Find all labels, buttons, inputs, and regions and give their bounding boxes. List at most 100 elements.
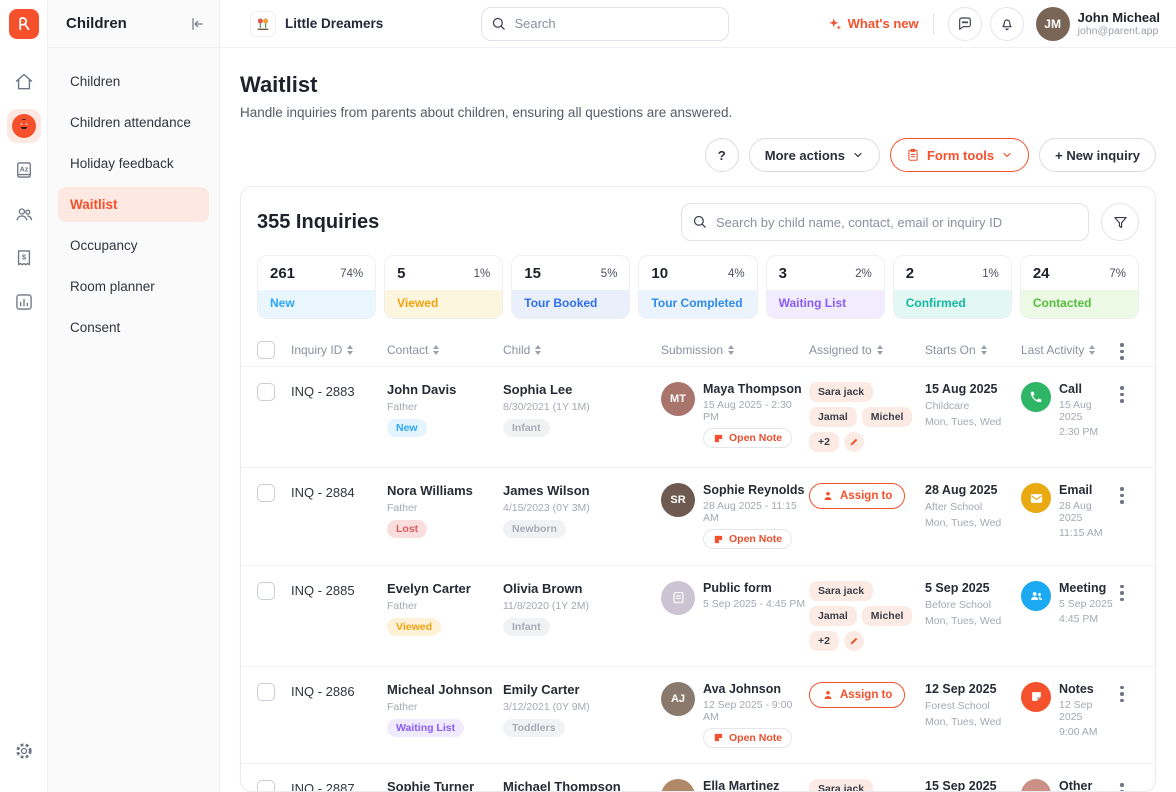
submission-datetime: 28 Aug 2025 - 11:15 AM — [703, 500, 797, 524]
column-header-assigned-to[interactable]: Assigned to — [809, 343, 925, 357]
row-checkbox[interactable] — [257, 581, 275, 600]
help-button[interactable]: ? — [704, 138, 739, 172]
sort-icon — [876, 344, 883, 355]
glossary-icon[interactable]: Az — [7, 153, 41, 187]
row-kebab-icon[interactable] — [1113, 382, 1131, 403]
submission-datetime: 5 Sep 2025 - 4:45 PM — [703, 597, 806, 610]
status-card-label: Tour Booked — [512, 290, 630, 318]
assignee-chip: Michel — [861, 407, 913, 427]
row-checkbox[interactable] — [257, 383, 275, 401]
table-header: Inquiry ID Contact Child Submission Assigned… — [241, 333, 1155, 367]
whats-new-link[interactable]: What's new — [828, 16, 919, 31]
row-kebab-icon[interactable] — [1113, 581, 1131, 601]
status-card-percent: 1% — [982, 267, 999, 280]
status-card-new[interactable]: 261 74% New — [257, 255, 377, 319]
open-note-button[interactable]: Open Note — [703, 428, 793, 448]
status-card-percent: 5% — [600, 267, 618, 280]
contact-cell: Evelyn Carter Father Viewed — [387, 581, 503, 636]
assignee-chip: Michel — [861, 605, 913, 626]
row-kebab-icon[interactable] — [1113, 682, 1131, 702]
status-card-tour-completed[interactable]: 10 4% Tour Completed — [638, 255, 758, 319]
select-all-checkbox[interactable] — [257, 340, 275, 359]
row-inquiry-id: INQ - 2884 — [291, 485, 355, 500]
column-label: Child — [503, 342, 531, 357]
app-logo[interactable] — [8, 9, 39, 39]
status-card-viewed[interactable]: 5 1% Viewed — [384, 255, 504, 319]
global-search-input[interactable] — [481, 6, 730, 41]
status-card-percent: 7% — [1109, 267, 1126, 280]
column-header-contact[interactable]: Contact — [387, 343, 503, 357]
reports-icon[interactable] — [7, 285, 41, 319]
column-header-submission[interactable]: Submission — [661, 343, 809, 357]
row-checkbox[interactable] — [257, 682, 275, 701]
row-kebab-icon[interactable] — [1113, 483, 1131, 504]
column-header-last-activity[interactable]: Last Activity — [1021, 343, 1113, 357]
child-dob: 3/12/2021 (0Y 9M) — [503, 700, 590, 713]
starts-program: Childcare — [925, 400, 970, 412]
status-card-tour-booked[interactable]: 15 5% Tour Booked — [511, 255, 631, 319]
sidebar-item-waitlist[interactable]: Waitlist — [58, 187, 209, 222]
status-card-value: 5 — [397, 265, 406, 282]
user-menu[interactable]: JM John Micheal john@parent.app — [1035, 6, 1160, 41]
form-tools-button[interactable]: Form tools — [889, 138, 1030, 172]
assign-to-button[interactable]: Assign to — [809, 483, 906, 509]
edit-assignees-button[interactable] — [843, 432, 864, 452]
svg-text:$: $ — [21, 252, 26, 261]
sidebar-item-holiday-feedback[interactable]: Holiday feedback — [70, 156, 174, 171]
open-note-button[interactable]: Open Note — [703, 727, 793, 748]
activity-time: 9:00 AM — [1059, 725, 1098, 738]
row-kebab-icon[interactable] — [1113, 779, 1131, 791]
home-icon[interactable] — [7, 65, 41, 99]
table-row: INQ - 2885 Evelyn Carter Father Viewed Olivi… — [241, 566, 1155, 667]
new-inquiry-button[interactable]: + New inquiry — [1039, 138, 1156, 172]
org-switcher[interactable]: Little Dreamers — [250, 10, 383, 37]
sidebar-item-occupancy[interactable]: Occupancy — [70, 238, 138, 253]
child-stage-badge: Toddlers — [503, 718, 565, 737]
sort-icon — [347, 344, 354, 355]
last-activity-cell: Call 15 Aug 2025 2:30 PM — [1021, 382, 1113, 438]
contact-name: Nora Williams — [387, 483, 473, 498]
status-card-label: Viewed — [385, 290, 503, 318]
starts-on-cell: 12 Sep 2025 Forest School Mon, Tues, Wed — [925, 682, 1021, 728]
child-cell: Sophia Lee 8/30/2021 (1Y 1M) Infant — [503, 382, 661, 437]
notifications-button[interactable] — [989, 6, 1024, 41]
people-icon[interactable] — [7, 197, 41, 231]
column-label: Assigned to — [809, 342, 872, 357]
contact-name: Sophie Turner — [387, 779, 475, 791]
sidebar-item-children-attendance[interactable]: Children attendance — [70, 115, 191, 130]
sidebar-item-children[interactable]: Children — [70, 74, 121, 89]
table-options-kebab-icon[interactable] — [1113, 339, 1131, 360]
column-header-inquiry-id[interactable]: Inquiry ID — [291, 343, 387, 357]
row-inquiry-id: INQ - 2883 — [291, 384, 355, 399]
activity-label: Notes — [1059, 681, 1094, 696]
column-label: Inquiry ID — [291, 342, 343, 357]
starts-days: Mon, Tues, Wed — [925, 416, 1002, 428]
status-card-confirmed[interactable]: 2 1% Confirmed — [892, 255, 1012, 319]
contact-name: Evelyn Carter — [387, 580, 471, 596]
open-note-button[interactable]: Open Note — [703, 529, 793, 549]
more-actions-button[interactable]: More actions — [748, 138, 880, 172]
column-header-starts-on[interactable]: Starts On — [925, 343, 1021, 357]
filter-button[interactable] — [1101, 203, 1139, 241]
status-card-waiting-list[interactable]: 3 2% Waiting List — [765, 255, 885, 319]
edit-assignees-button[interactable] — [843, 630, 864, 651]
starts-on-cell: 15 Sep 2025Summer CampMon, Tues, Wed — [925, 779, 1021, 791]
assign-to-button[interactable]: Assign to — [809, 681, 906, 708]
column-header-child[interactable]: Child — [503, 343, 661, 357]
submission-name: Maya Thompson — [703, 382, 802, 396]
inquiries-search-input[interactable] — [681, 203, 1089, 241]
row-checkbox[interactable] — [257, 780, 275, 791]
messages-button[interactable] — [947, 6, 982, 41]
children-icon[interactable] — [6, 109, 41, 143]
status-card-contacted[interactable]: 24 7% Contacted — [1019, 255, 1139, 319]
billing-icon[interactable]: $ — [7, 241, 41, 275]
search-icon — [692, 214, 707, 234]
settings-gear-icon[interactable] — [7, 734, 41, 768]
sidebar-collapse-icon[interactable] — [189, 16, 205, 32]
sidebar-item-consent[interactable]: Consent — [70, 320, 121, 335]
starts-on-cell: 15 Aug 2025 Childcare Mon, Tues, Wed — [925, 382, 1021, 428]
rail-nav: Az $ — [6, 65, 41, 329]
row-checkbox[interactable] — [257, 484, 275, 502]
sidebar-item-room-planner[interactable]: Room planner — [70, 279, 155, 294]
activity-email-icon — [1021, 483, 1051, 513]
